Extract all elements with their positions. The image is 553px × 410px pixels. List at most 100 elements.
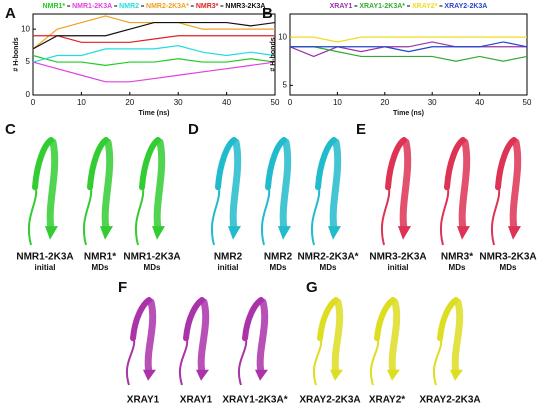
ribbon-arrow <box>328 226 341 240</box>
structure-note: initial <box>218 263 239 272</box>
structure-note: MDs <box>270 263 287 272</box>
legend: XRAY1 XRAY1-2K3A* XRAY2* XRAY2-2K3A <box>330 3 488 10</box>
x-tick-label: 0 <box>288 98 293 107</box>
ribbon-arrow <box>143 369 156 381</box>
x-tick-label: 20 <box>125 98 134 107</box>
structure-name: NMR2 <box>264 252 293 263</box>
ribbon-strand <box>329 138 342 233</box>
structure-name: NMR3-2K3A <box>479 252 536 263</box>
series-line <box>290 41 528 53</box>
ribbon-strand <box>374 297 396 342</box>
ribbon-arrow <box>100 226 113 240</box>
ribbon-strand <box>87 137 109 191</box>
x-tick-label: 10 <box>77 98 86 107</box>
panel-letter: E <box>356 121 366 138</box>
ribbon-strand <box>388 298 401 376</box>
ribbon-strand <box>183 297 205 342</box>
panel-letter: G <box>306 279 318 296</box>
legend: NMR1* NMR1-2K3A NMR2 NMR2-2K3A* NMR3* NMR3-2K… <box>43 3 266 10</box>
structure-name: NMR3* <box>441 252 473 263</box>
ribbon-strand <box>215 137 237 191</box>
panel-letter: C <box>5 121 16 138</box>
structure-note: initial <box>35 263 56 272</box>
structure-note: MDs <box>144 263 161 272</box>
ribbon-strand <box>509 138 522 233</box>
ribbon-strand <box>399 138 412 233</box>
ribbon-arrow <box>387 369 400 381</box>
ribbon-strand <box>458 138 471 233</box>
ribbon-arrow <box>196 369 209 381</box>
legend-entry: XRAY2* <box>412 3 438 10</box>
structure-note: MDs <box>500 263 517 272</box>
ribbon <box>210 137 242 246</box>
series-line <box>290 36 527 43</box>
ribbon-arrow <box>278 226 291 240</box>
ribbon-arrow <box>255 369 268 381</box>
ribbon <box>490 137 522 246</box>
legend-entry: XRAY1 <box>330 3 353 10</box>
x-tick-label: 20 <box>380 98 389 107</box>
ribbon-strand <box>139 137 161 191</box>
ribbon <box>312 297 344 386</box>
ribbon <box>260 137 292 246</box>
ribbon-strand <box>279 138 292 233</box>
ribbon-loop <box>125 333 136 386</box>
series-line <box>33 35 275 43</box>
x-tick-label: 40 <box>222 98 231 107</box>
ribbon-strand <box>130 297 152 342</box>
structure-name: XRAY1 <box>127 395 160 406</box>
ribbon <box>134 137 166 246</box>
ribbon-loop <box>27 181 38 246</box>
series-line <box>32 61 276 83</box>
y-tick-label: 0 <box>26 90 31 99</box>
ribbon-strand <box>242 297 264 342</box>
legend-entry: NMR2-2K3A* <box>146 3 189 10</box>
x-axis-label: Time (ns) <box>393 110 424 117</box>
x-tick-label: 0 <box>31 98 36 107</box>
ribbon-arrow <box>45 226 58 240</box>
ribbon-strand <box>153 138 166 233</box>
x-tick-label: 40 <box>475 98 484 107</box>
plot-frame <box>289 13 528 96</box>
ribbon-strand <box>385 137 407 191</box>
legend-entry: NMR1* <box>43 3 66 10</box>
x-tick-label: 50 <box>523 98 532 107</box>
panel-letter: A <box>5 5 16 22</box>
ribbon-arrow <box>457 226 470 240</box>
series-line <box>32 54 276 66</box>
ribbon-loop <box>134 181 145 246</box>
structure-name: NMR3-2K3A <box>369 252 426 263</box>
ribbon <box>380 137 412 246</box>
legend-entry: NMR3-2K3A <box>225 3 265 10</box>
ribbon-strand <box>229 138 242 233</box>
structure-name: NMR1-2K3A <box>123 252 180 263</box>
ribbon-loop <box>82 181 93 246</box>
ribbon-loop <box>432 333 443 386</box>
y-tick-label: 5 <box>26 57 31 66</box>
structure-name: XRAY1-2K3A* <box>222 395 287 406</box>
structure-note: MDs <box>320 263 337 272</box>
y-tick-label: 10 <box>278 32 287 41</box>
structure-note: MDs <box>92 263 109 272</box>
ribbon <box>125 297 157 386</box>
ribbon <box>82 137 114 246</box>
ribbon-arrow <box>450 369 463 381</box>
ribbon-strand <box>437 297 459 342</box>
ribbon-strand <box>444 137 466 191</box>
ribbon <box>27 137 59 246</box>
ribbon-arrow <box>228 226 241 240</box>
ribbon-arrow <box>508 226 521 240</box>
ribbon-strand <box>315 137 337 191</box>
ribbon-loop <box>260 181 271 246</box>
structure-name: XRAY2* <box>369 395 405 406</box>
structure-name: NMR2 <box>214 252 243 263</box>
panel-letter: F <box>118 279 127 296</box>
legend-entry: NMR2 <box>119 3 139 10</box>
ribbon <box>439 137 471 246</box>
x-tick-label: 10 <box>333 98 342 107</box>
ribbon-loop <box>312 333 323 386</box>
y-tick-label: 5 <box>283 80 288 89</box>
ribbon-strand <box>101 138 114 233</box>
structure-name: NMR1-2K3A <box>16 252 73 263</box>
ribbon-loop <box>380 181 391 246</box>
